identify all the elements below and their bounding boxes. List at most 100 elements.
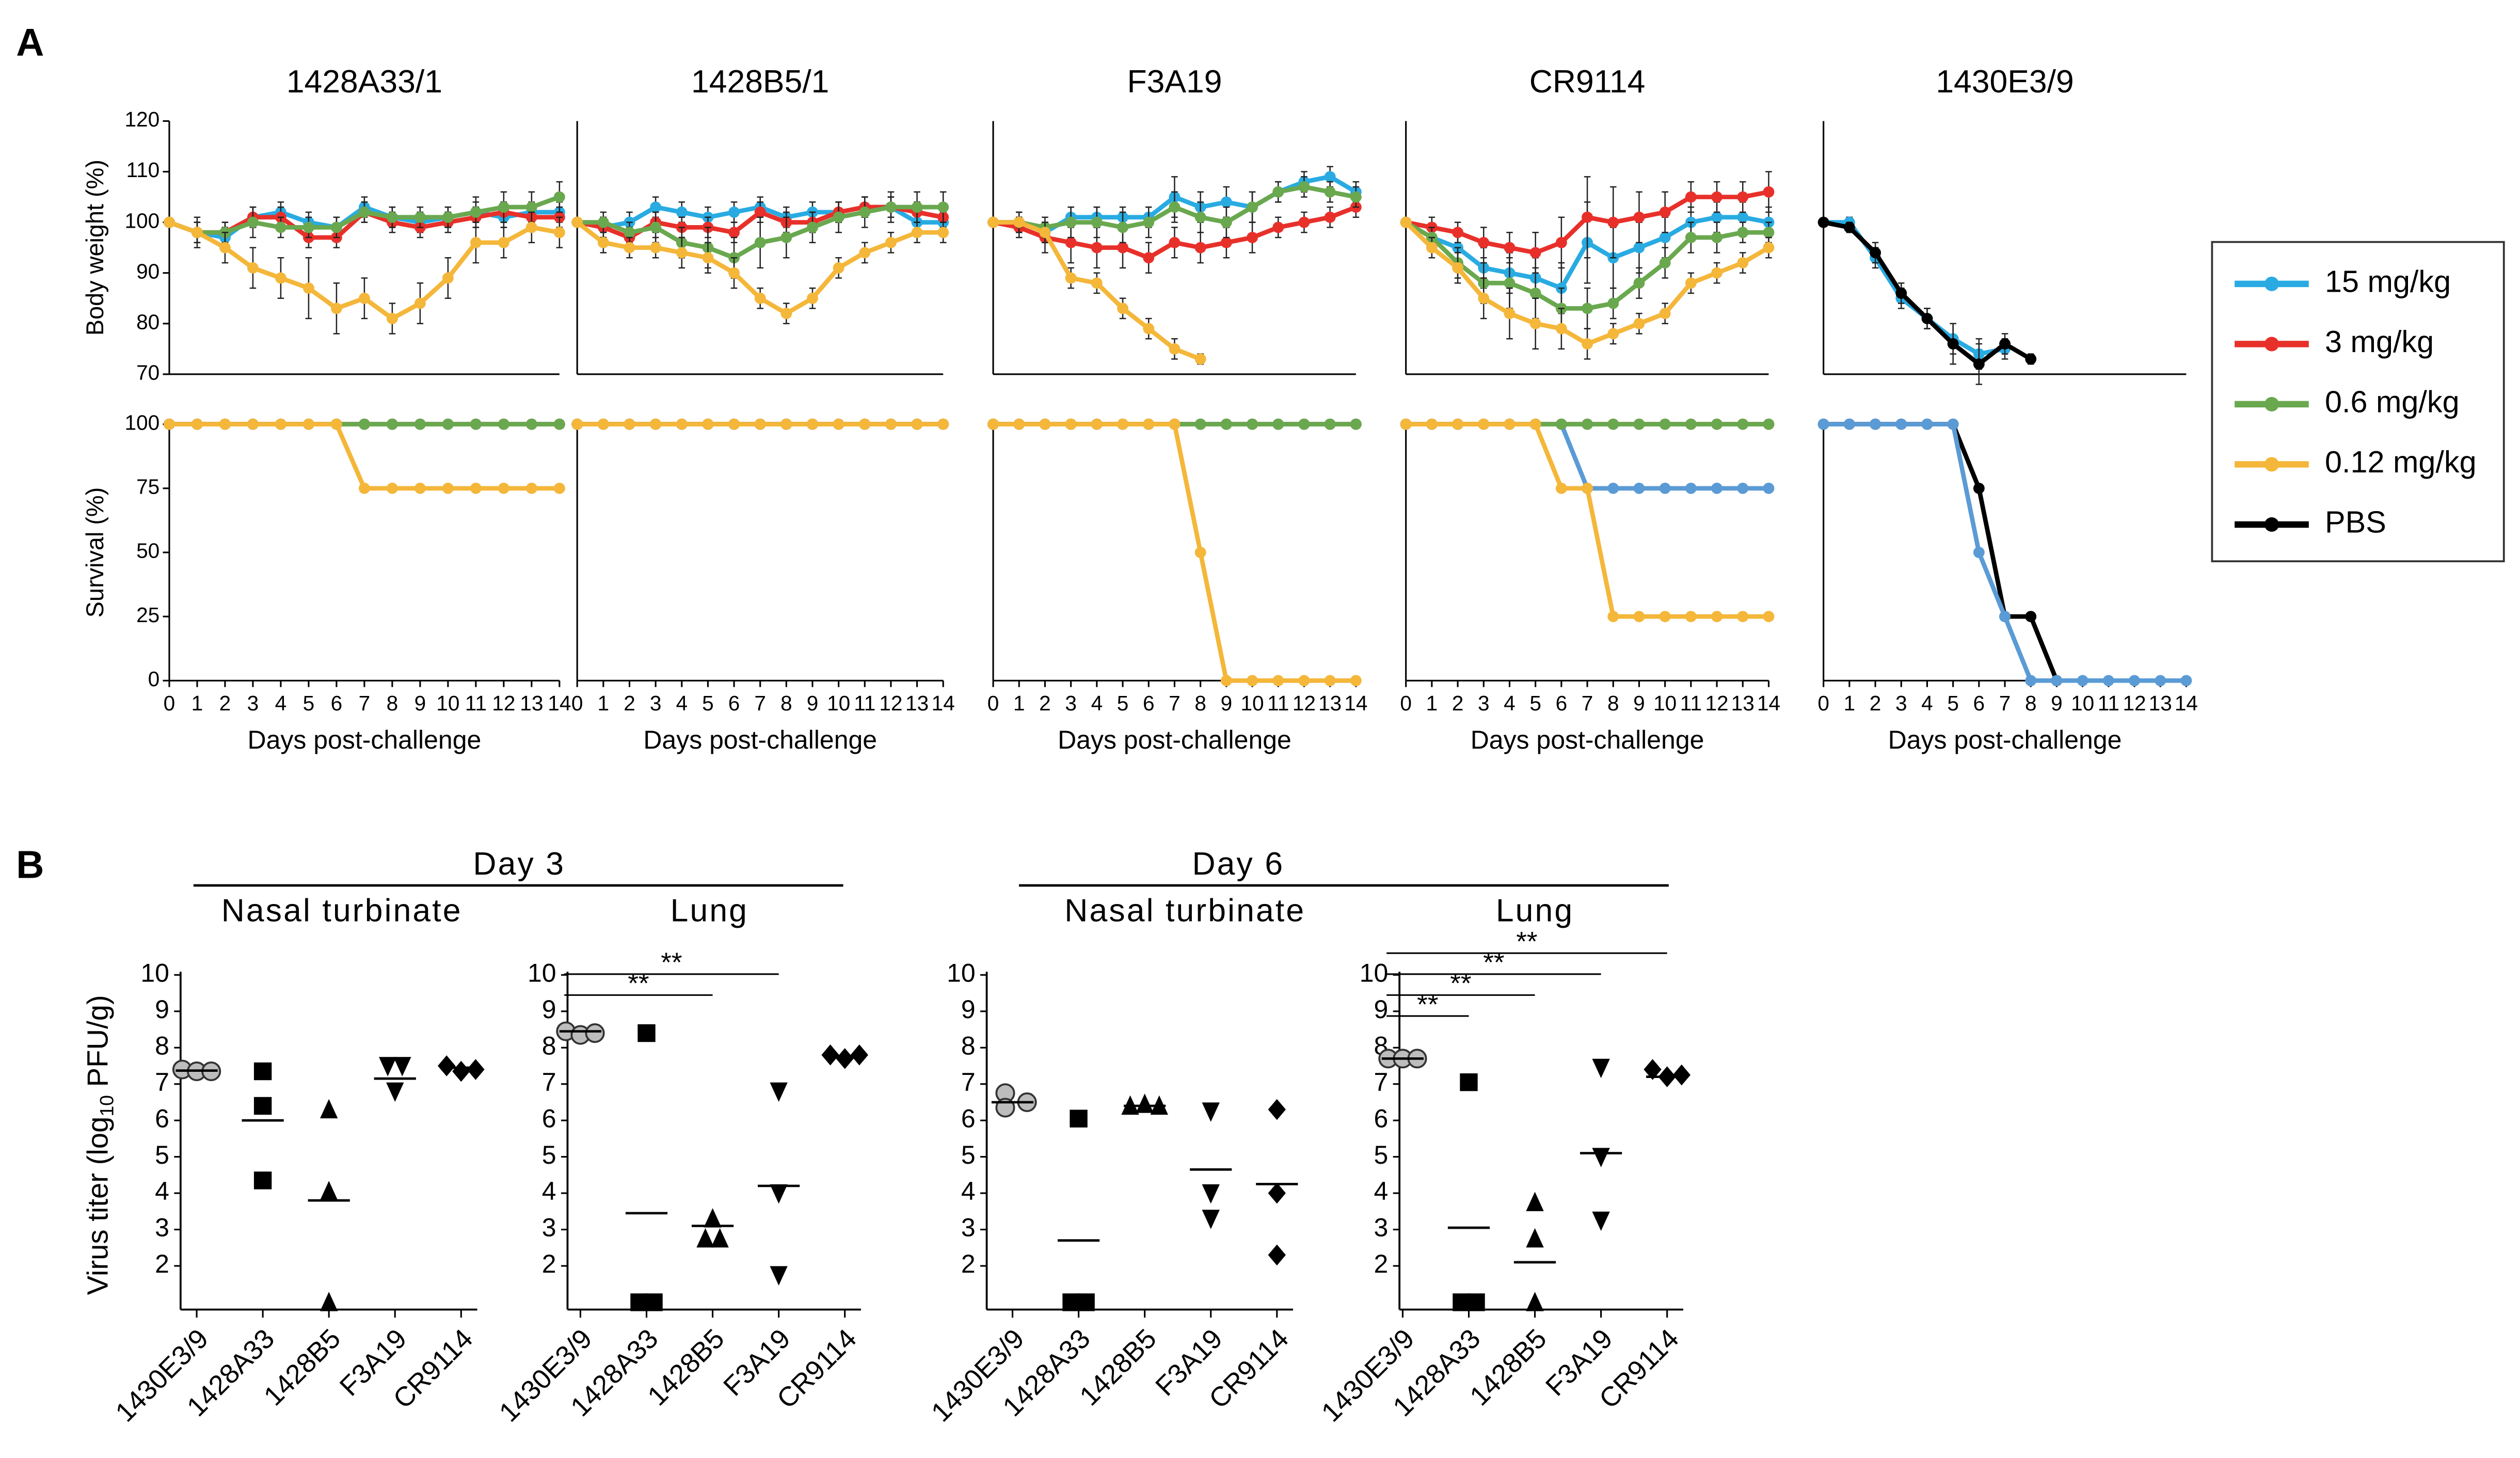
data-point: [1843, 418, 1855, 430]
x-tick-label: 11: [854, 691, 875, 715]
data-point: [885, 418, 897, 430]
data-point: [1947, 338, 1959, 350]
data-point: [1529, 318, 1541, 329]
data-point: [1592, 1058, 1610, 1079]
x-tick-label: 5: [1529, 691, 1541, 715]
significance-label: **: [1483, 947, 1504, 978]
data-point: [1685, 277, 1697, 289]
data-point: [1659, 257, 1671, 268]
x-tick-label: 0: [164, 691, 176, 715]
data-point: [1478, 418, 1490, 430]
data-point: [1400, 418, 1412, 430]
data-point: [728, 418, 740, 430]
data-point: [1426, 242, 1438, 253]
data-point: [1582, 303, 1593, 314]
data-point: [1592, 1211, 1610, 1231]
x-tick-label: 6: [1973, 691, 1985, 715]
data-point: [1298, 418, 1310, 430]
data-point: [553, 482, 565, 494]
data-point: [1091, 216, 1103, 228]
data-point: [780, 232, 792, 243]
data-point: [1763, 186, 1775, 198]
x-axis-label: Days post-challenge: [643, 725, 877, 754]
y-tick-label: 80: [136, 310, 160, 334]
data-point: [1633, 211, 1645, 223]
data-point: [1478, 236, 1490, 248]
data-point: [1763, 418, 1775, 430]
data-point: [330, 221, 342, 233]
data-point: [1220, 216, 1232, 228]
y-tick-label: 70: [136, 361, 160, 385]
x-tick-label: 5: [702, 691, 714, 715]
data-point: [1633, 277, 1645, 289]
data-point: [452, 1060, 470, 1082]
data-point: [780, 418, 792, 430]
data-point: [754, 292, 766, 304]
y-tick-label: 100: [124, 209, 160, 232]
x-tick-label: 2: [1039, 691, 1051, 715]
chart-title: 1430E3/9: [1936, 64, 2074, 100]
data-point: [1194, 211, 1206, 223]
data-point: [1737, 482, 1749, 494]
data-point: [1582, 338, 1593, 350]
data-point: [1143, 216, 1155, 228]
data-point: [1091, 418, 1103, 430]
data-point: [414, 418, 426, 430]
y-tick-label: 2: [155, 1249, 169, 1278]
data-point: [1672, 1064, 1690, 1086]
x-tick-label: 0: [987, 691, 999, 715]
y-tick-label: 6: [542, 1104, 556, 1133]
data-point: [911, 227, 923, 239]
chart-title: Lung: [671, 893, 748, 929]
data-point: [1817, 216, 1829, 228]
data-point: [253, 1171, 272, 1190]
data-point: [358, 292, 370, 304]
data-point: [1895, 287, 1907, 299]
x-tick-label: 10: [436, 691, 459, 715]
y-tick-label: 5: [961, 1140, 976, 1169]
data-point: [1763, 482, 1775, 494]
x-tick-label: 11: [465, 691, 487, 715]
x-tick-label: 8: [2025, 691, 2037, 715]
x-tick-label: 7: [1999, 691, 2011, 715]
y-axis-label-sub: 10: [95, 1095, 117, 1117]
x-tick-label: 12: [879, 691, 902, 715]
y-tick-label: 4: [542, 1177, 556, 1206]
legend-marker: [2264, 457, 2279, 472]
y-tick-label: 9: [542, 995, 556, 1024]
data-point: [442, 272, 454, 284]
data-point: [1272, 221, 1284, 233]
data-point: [711, 1228, 729, 1248]
data-point: [498, 418, 509, 430]
x-tick-label: 7: [1169, 691, 1181, 715]
significance-label: **: [1450, 969, 1471, 999]
data-point: [770, 1184, 788, 1204]
data-point: [987, 216, 999, 228]
significance-label: **: [1417, 989, 1438, 1020]
data-point: [1194, 242, 1206, 253]
data-point: [1247, 201, 1258, 213]
data-point: [650, 418, 662, 430]
y-tick-label: 6: [961, 1104, 976, 1133]
data-point: [1077, 1293, 1095, 1311]
data-point: [597, 236, 609, 248]
x-tick-label: 14: [932, 691, 955, 715]
data-point: [1298, 675, 1310, 687]
data-point: [1272, 675, 1284, 687]
x-tick-label: 8: [780, 691, 792, 715]
x-tick-label: 9: [1221, 691, 1233, 715]
x-tick-label: 4: [275, 691, 287, 715]
data-point: [597, 216, 609, 228]
data-point: [1999, 338, 2011, 350]
data-point: [358, 207, 370, 218]
data-point: [1117, 418, 1128, 430]
x-tick-label: 7: [1582, 691, 1593, 715]
data-point: [1973, 358, 1985, 370]
data-point: [1268, 1182, 1286, 1204]
legend-marker: [2264, 517, 2279, 532]
data-point: [1711, 611, 1722, 623]
data-point: [1659, 418, 1671, 430]
chart-title: CR9114: [1529, 64, 1646, 100]
chart-title: 1428B5/1: [691, 64, 829, 100]
